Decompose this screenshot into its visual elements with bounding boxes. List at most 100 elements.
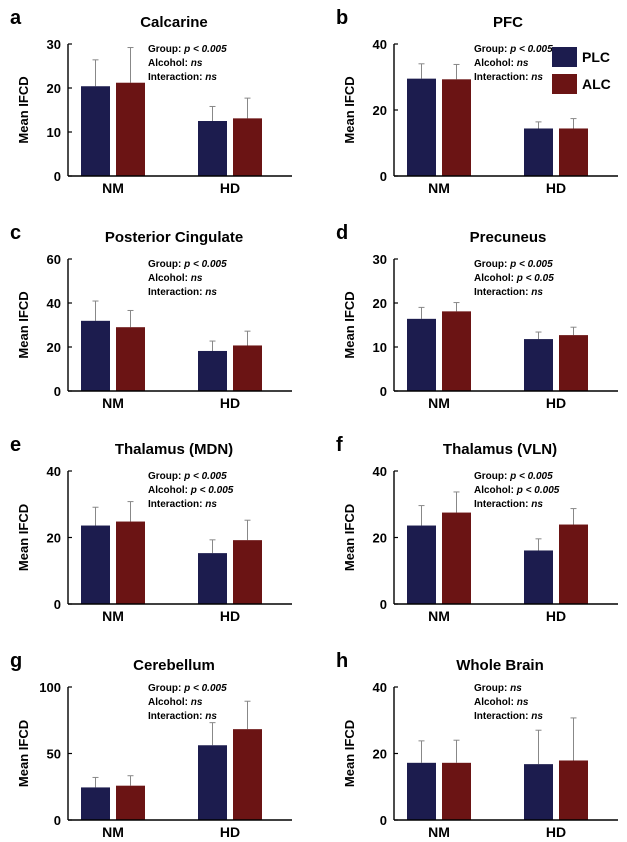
x-tick-label: HD xyxy=(220,180,240,196)
y-tick-label: 20 xyxy=(47,531,61,546)
stat-line: Group: p < 0.005 xyxy=(474,471,553,482)
y-tick-label: 100 xyxy=(39,680,61,695)
bar-plc-hd xyxy=(524,764,553,820)
panel-h: h Whole Brain Mean IFCD 0 20 40 NM HD Group: ns A… xyxy=(336,650,618,840)
bar-alc-nm xyxy=(116,785,145,820)
bar-alc-nm xyxy=(442,762,471,820)
bar-alc-hd xyxy=(559,524,588,604)
stat-line: Alcohol: p < 0.005 xyxy=(148,485,234,496)
bar-plc-hd xyxy=(198,350,227,391)
y-tick-label: 0 xyxy=(380,597,387,612)
y-tick-label: 0 xyxy=(54,169,61,184)
panel-f: f Thalamus (VLN) Mean IFCD 0 20 40 NM HD Group: … xyxy=(336,434,618,624)
bar-plc-nm xyxy=(81,320,110,391)
legend-label-plc: PLC xyxy=(582,49,610,65)
bar-plc-hd xyxy=(524,128,553,176)
x-tick-label: NM xyxy=(102,824,124,840)
bar-plc-hd xyxy=(524,339,553,391)
stat-line: Alcohol: ns xyxy=(148,697,203,708)
stat-line: Alcohol: ns xyxy=(474,697,529,708)
panel-b: b PFC Mean IFCD 0 20 40 NM HD Group: p < 0.005 Al… xyxy=(336,7,618,196)
y-tick-label: 20 xyxy=(373,747,387,762)
y-tick-label: 10 xyxy=(47,125,61,140)
bar-alc-nm xyxy=(116,327,145,391)
x-tick-label: HD xyxy=(546,824,566,840)
y-axis-label: Mean IFCD xyxy=(16,291,31,358)
y-axis-label: Mean IFCD xyxy=(16,504,31,571)
x-tick-label: NM xyxy=(102,395,124,411)
stat-line: Interaction: ns xyxy=(148,287,217,298)
stat-line: Group: p < 0.005 xyxy=(148,471,227,482)
bar-plc-nm xyxy=(407,762,436,820)
bar-plc-nm xyxy=(81,525,110,604)
y-tick-label: 0 xyxy=(54,597,61,612)
stat-line: Group: p < 0.005 xyxy=(148,683,227,694)
bar-alc-nm xyxy=(442,512,471,604)
stat-line: Alcohol: p < 0.05 xyxy=(474,273,554,284)
y-tick-label: 20 xyxy=(373,296,387,311)
y-tick-label: 40 xyxy=(373,37,387,52)
panel-letter: e xyxy=(10,434,21,456)
y-tick-label: 0 xyxy=(380,169,387,184)
panel-letter: f xyxy=(336,434,343,456)
y-tick-label: 20 xyxy=(47,81,61,96)
x-tick-label: HD xyxy=(546,608,566,624)
x-tick-label: HD xyxy=(220,608,240,624)
y-tick-label: 40 xyxy=(47,464,61,479)
bar-plc-nm xyxy=(407,78,436,176)
bar-plc-hd xyxy=(198,121,227,176)
y-tick-label: 0 xyxy=(380,813,387,828)
stat-line: Interaction: ns xyxy=(474,711,543,722)
panel-a: a Calcarine Mean IFCD 0 10 20 30 NM HD Group: p <… xyxy=(10,7,292,196)
y-tick-label: 0 xyxy=(54,384,61,399)
panel-title: Posterior Cingulate xyxy=(105,229,243,246)
y-axis-label: Mean IFCD xyxy=(16,720,31,787)
y-tick-label: 10 xyxy=(373,340,387,355)
stat-line: Interaction: ns xyxy=(474,287,543,298)
y-axis-label: Mean IFCD xyxy=(342,504,357,571)
panel-title: Thalamus (VLN) xyxy=(443,441,557,458)
stat-line: Group: p < 0.005 xyxy=(474,259,553,270)
stat-line: Alcohol: ns xyxy=(148,273,203,284)
panel-title: Precuneus xyxy=(470,229,547,246)
stat-line: Group: p < 0.005 xyxy=(148,44,227,55)
stat-line: Alcohol: ns xyxy=(474,58,529,69)
panel-e: e Thalamus (MDN) Mean IFCD 0 20 40 NM HD Group: … xyxy=(10,434,292,624)
bar-alc-hd xyxy=(233,118,262,176)
stat-line: Interaction: ns xyxy=(148,499,217,510)
y-tick-label: 20 xyxy=(373,103,387,118)
legend: PLC ALC xyxy=(552,47,611,94)
bar-plc-hd xyxy=(524,550,553,604)
y-axis-label: Mean IFCD xyxy=(342,720,357,787)
bar-alc-hd xyxy=(233,345,262,391)
panel-letter: d xyxy=(336,222,348,244)
x-tick-label: NM xyxy=(102,180,124,196)
x-tick-label: NM xyxy=(428,608,450,624)
stat-line: Group: ns xyxy=(474,683,522,694)
bar-plc-hd xyxy=(198,745,227,820)
bar-alc-nm xyxy=(442,311,471,391)
bar-alc-nm xyxy=(116,82,145,176)
panel-letter: h xyxy=(336,650,348,672)
bar-plc-hd xyxy=(198,553,227,604)
y-tick-label: 60 xyxy=(47,252,61,267)
y-tick-label: 20 xyxy=(47,340,61,355)
y-axis-label: Mean IFCD xyxy=(16,76,31,143)
stat-line: Interaction: ns xyxy=(148,711,217,722)
panel-c: c Posterior Cingulate Mean IFCD 0 20 40 60 NM HD… xyxy=(10,222,292,411)
panel-title: PFC xyxy=(493,14,523,31)
bar-alc-nm xyxy=(116,521,145,604)
panel-letter: g xyxy=(10,650,22,672)
y-tick-label: 40 xyxy=(47,296,61,311)
y-tick-label: 40 xyxy=(373,680,387,695)
panel-d: d Precuneus Mean IFCD 0 10 20 30 NM HD Group: p <… xyxy=(336,222,618,411)
panel-title: Whole Brain xyxy=(456,657,544,674)
legend-swatch-plc xyxy=(552,47,577,67)
y-axis-label: Mean IFCD xyxy=(342,291,357,358)
bar-alc-hd xyxy=(559,760,588,820)
bar-plc-nm xyxy=(407,318,436,391)
legend-swatch-alc xyxy=(552,74,577,94)
stat-line: Interaction: ns xyxy=(474,72,543,83)
stat-line: Group: p < 0.005 xyxy=(474,44,553,55)
